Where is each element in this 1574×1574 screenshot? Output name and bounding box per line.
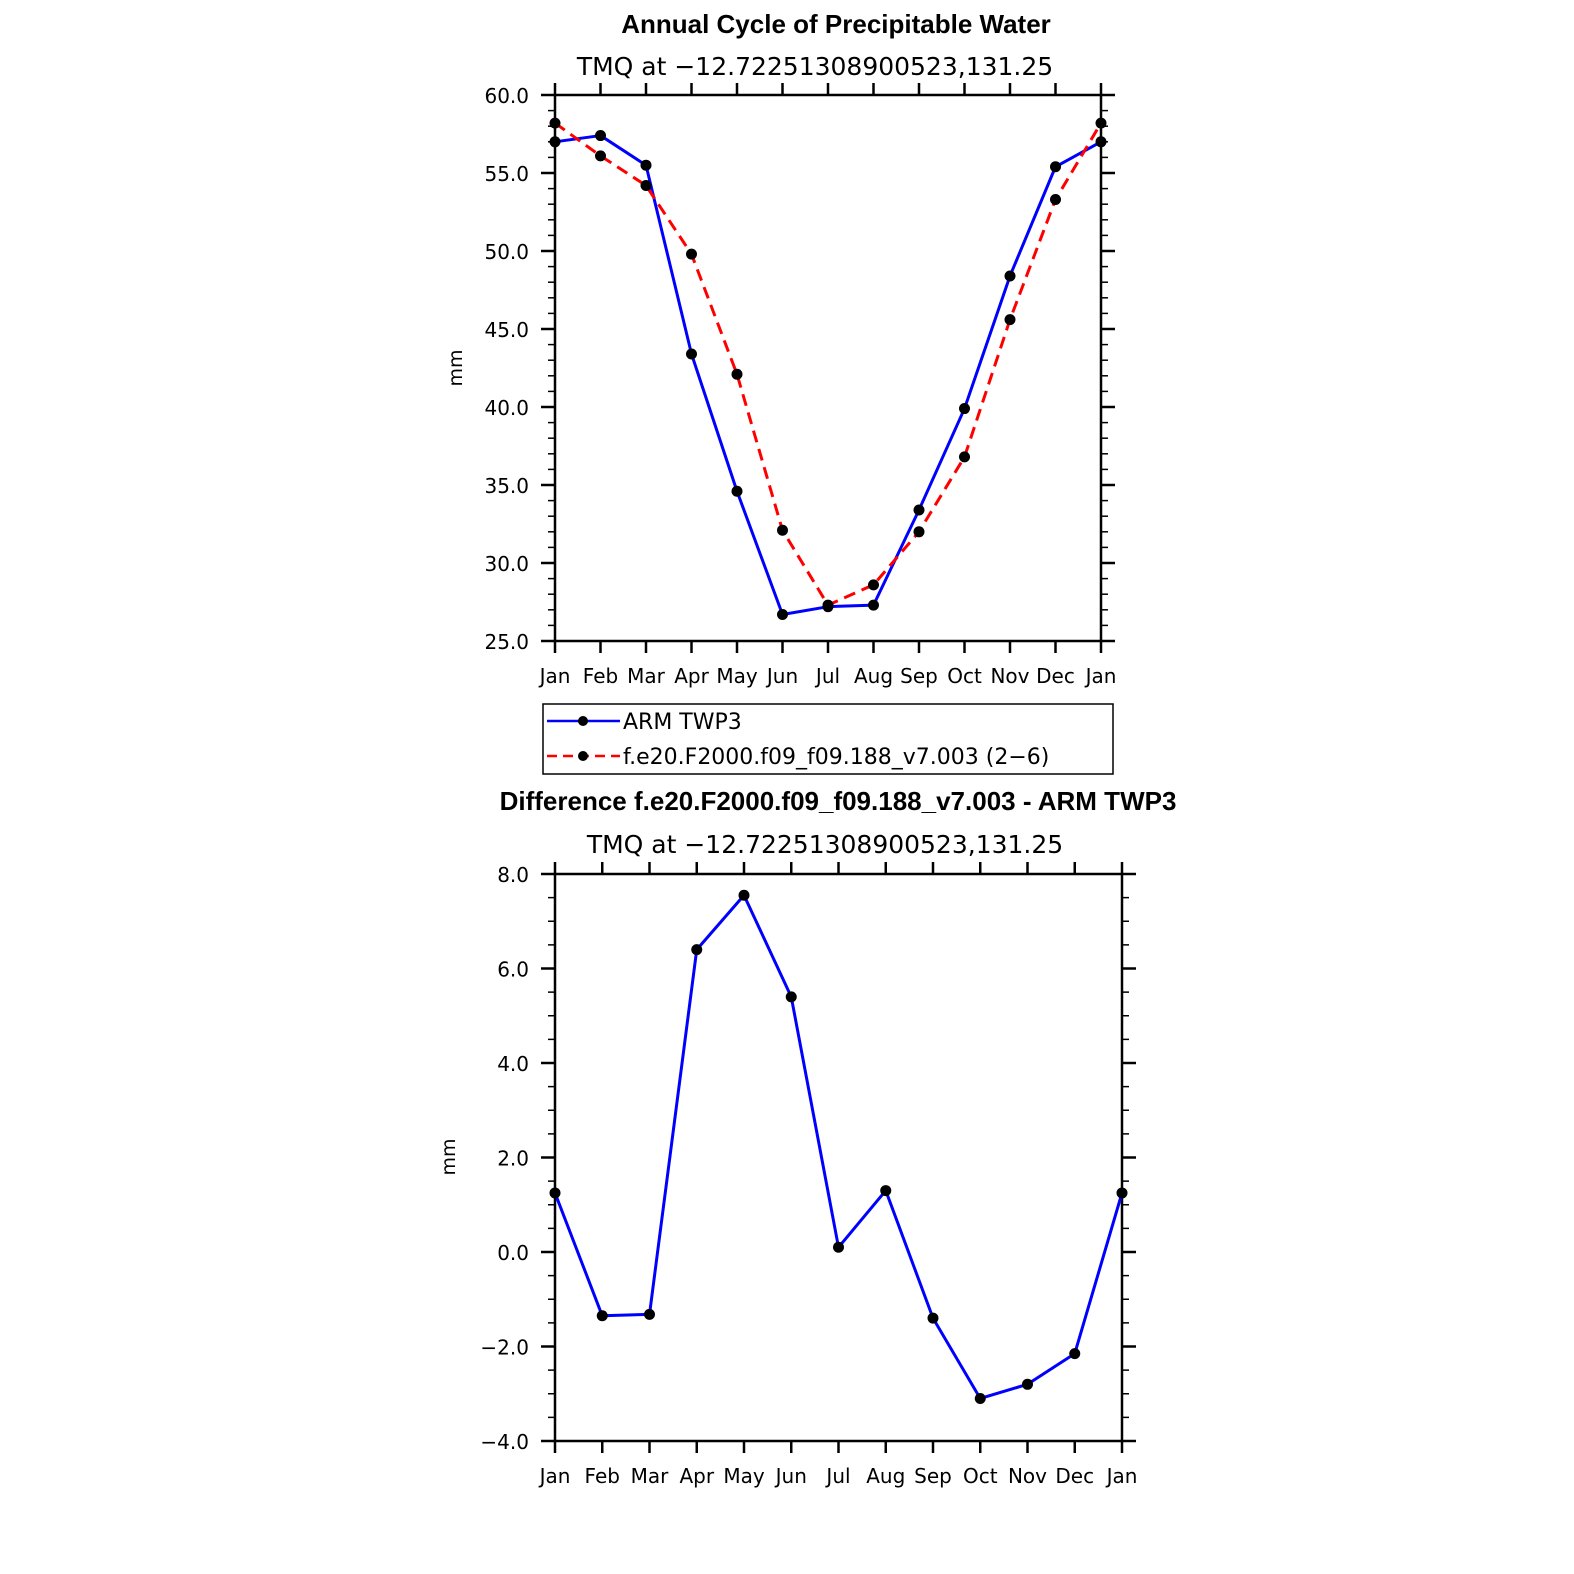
data-point bbox=[691, 944, 703, 956]
legend-label-model: f.e20.F2000.f09_f09.188_v7.003 (2−6) bbox=[623, 745, 1049, 770]
plot-frame bbox=[553, 872, 1124, 1443]
chart-title: Annual Cycle of Precipitable Water bbox=[621, 9, 1051, 39]
x-tick-label: Aug bbox=[854, 664, 893, 688]
y-tick-label: 0.0 bbox=[497, 1241, 529, 1265]
y-axis-label: mm bbox=[445, 349, 467, 386]
data-point bbox=[686, 348, 697, 360]
data-point bbox=[913, 526, 925, 538]
x-tick-label: May bbox=[723, 1464, 765, 1488]
x-tick-label: Jan bbox=[538, 664, 571, 688]
series-line bbox=[554, 121, 1103, 607]
x-tick-label: Sep bbox=[900, 664, 938, 688]
x-tick-label: Jul bbox=[814, 664, 840, 688]
chart-title: Difference f.e20.F2000.f09_f09.188_v7.00… bbox=[500, 786, 1177, 816]
x-tick-label: Jan bbox=[1084, 664, 1117, 688]
y-tick-label: 25.0 bbox=[484, 630, 529, 654]
data-point bbox=[822, 599, 834, 611]
data-point bbox=[640, 179, 652, 191]
data-point bbox=[868, 579, 879, 591]
y-tick-label: 40.0 bbox=[484, 396, 529, 420]
data-point bbox=[1050, 194, 1061, 206]
y-tick-label: −4.0 bbox=[480, 1430, 529, 1454]
y-tick-label: 2.0 bbox=[497, 1147, 529, 1171]
data-point bbox=[868, 599, 879, 611]
chart-subtitle: TMQ at −12.72251308900523,131.25 bbox=[586, 830, 1063, 859]
data-point bbox=[959, 403, 970, 415]
data-point bbox=[880, 1185, 892, 1197]
x-tick-label: Feb bbox=[583, 664, 618, 688]
data-point bbox=[974, 1392, 986, 1404]
y-tick-label: 30.0 bbox=[484, 552, 529, 576]
annual-cycle-chart: Annual Cycle of Precipitable Water TMQ a… bbox=[445, 9, 1116, 688]
x-tick-label: Apr bbox=[679, 1464, 714, 1488]
data-point bbox=[549, 136, 561, 148]
data-point bbox=[785, 991, 797, 1003]
plot-frame bbox=[553, 93, 1103, 643]
x-tick-label: Dec bbox=[1055, 1464, 1094, 1488]
data-point bbox=[913, 504, 925, 516]
x-tick-label: May bbox=[716, 664, 758, 688]
y-tick-label: −2.0 bbox=[480, 1336, 529, 1360]
y-tick-label: 35.0 bbox=[484, 474, 529, 498]
y-tick-label: 60.0 bbox=[484, 84, 529, 108]
legend-marker-model bbox=[578, 751, 588, 761]
y-axis-label: mm bbox=[438, 1138, 460, 1175]
data-point bbox=[731, 368, 743, 380]
data-point bbox=[1095, 136, 1107, 148]
y-tick-label: 55.0 bbox=[484, 162, 529, 186]
data-point bbox=[1116, 1187, 1128, 1199]
legend-label-arm: ARM TWP3 bbox=[623, 710, 742, 735]
data-point bbox=[731, 485, 743, 497]
x-tick-label: Sep bbox=[914, 1464, 952, 1488]
data-point bbox=[549, 117, 561, 129]
x-tick-label: Jun bbox=[765, 664, 798, 688]
series-line bbox=[554, 134, 1102, 616]
data-point bbox=[738, 889, 750, 901]
x-tick-label: Nov bbox=[990, 664, 1029, 688]
y-tick-label: 4.0 bbox=[497, 1052, 529, 1076]
y-tick-label: 6.0 bbox=[497, 958, 529, 982]
data-point bbox=[959, 451, 970, 463]
data-point bbox=[927, 1312, 939, 1324]
x-tick-label: Dec bbox=[1036, 664, 1075, 688]
x-tick-label: Oct bbox=[947, 664, 982, 688]
x-tick-label: Apr bbox=[674, 664, 709, 688]
data-point bbox=[686, 248, 697, 260]
data-point bbox=[777, 524, 788, 536]
x-tick-label: Jan bbox=[538, 1464, 571, 1488]
data-point bbox=[644, 1308, 655, 1320]
data-point bbox=[1095, 117, 1107, 129]
y-tick-label: 8.0 bbox=[497, 863, 529, 887]
data-point bbox=[549, 1187, 561, 1199]
data-point bbox=[596, 1310, 608, 1322]
data-point bbox=[1050, 161, 1061, 173]
chart-subtitle: TMQ at −12.72251308900523,131.25 bbox=[576, 52, 1053, 81]
x-tick-label: Feb bbox=[585, 1464, 620, 1488]
legend-marker-arm bbox=[578, 716, 588, 726]
y-tick-label: 45.0 bbox=[484, 318, 529, 342]
legend: ARM TWP3 f.e20.F2000.f09_f09.188_v7.003 … bbox=[542, 703, 1114, 775]
data-point bbox=[1004, 314, 1016, 326]
difference-chart: Difference f.e20.F2000.f09_f09.188_v7.00… bbox=[438, 786, 1176, 1488]
data-point bbox=[1069, 1348, 1081, 1360]
x-tick-label: Oct bbox=[963, 1464, 998, 1488]
legend-box bbox=[542, 703, 1114, 775]
x-tick-label: Mar bbox=[627, 664, 666, 688]
y-tick-label: 50.0 bbox=[484, 240, 529, 264]
series-line bbox=[553, 893, 1124, 1400]
data-point bbox=[1022, 1378, 1033, 1390]
data-point bbox=[777, 608, 788, 620]
data-point bbox=[640, 159, 652, 171]
data-point bbox=[1004, 270, 1016, 282]
x-tick-label: Aug bbox=[866, 1464, 905, 1488]
x-tick-label: Jan bbox=[1105, 1464, 1138, 1488]
data-point bbox=[833, 1241, 844, 1253]
x-tick-label: Mar bbox=[631, 1464, 670, 1488]
data-point bbox=[595, 150, 606, 162]
x-tick-label: Jul bbox=[824, 1464, 850, 1488]
x-tick-label: Nov bbox=[1008, 1464, 1047, 1488]
x-tick-label: Jun bbox=[774, 1464, 807, 1488]
data-point bbox=[595, 130, 606, 142]
